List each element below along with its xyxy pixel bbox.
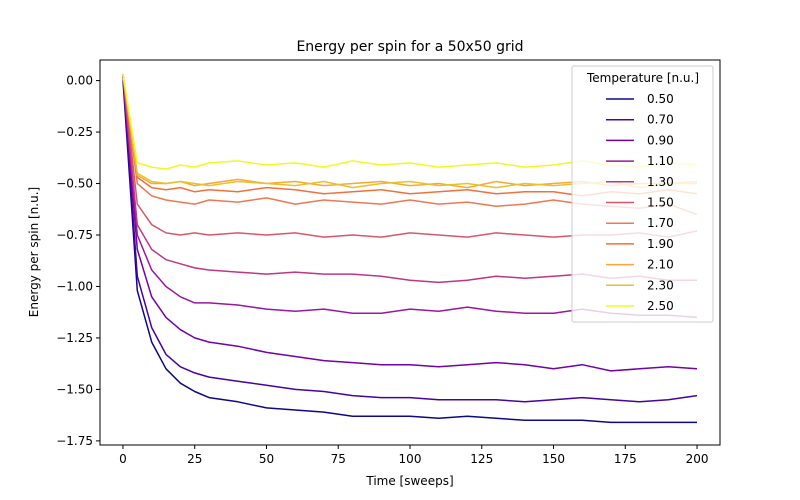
- y-tick-label: 0.00: [66, 74, 93, 88]
- legend: Temperature [n.u.] 0.50 0.70 0.90 1.10 1.30 1…: [571, 65, 714, 323]
- legend-label-2: 0.90: [647, 133, 674, 147]
- legend-label-8: 2.10: [647, 258, 674, 272]
- y-axis-ticks: 0.00 −0.25 −0.50 −0.75 −1.00 −1.25 −1.50 −1.75: [56, 74, 100, 448]
- x-tick-label: 175: [614, 452, 637, 466]
- legend-label-9: 2.30: [647, 278, 674, 292]
- x-tick-label: 200: [686, 452, 709, 466]
- series-line-0: [122, 80, 697, 424]
- y-tick-label: −1.50: [56, 382, 93, 396]
- series-line-1: [122, 76, 698, 403]
- legend-label-5: 1.50: [647, 196, 674, 210]
- legend-label-7: 1.90: [647, 237, 674, 251]
- y-tick-label: −1.25: [56, 331, 93, 345]
- y-tick-label: −0.50: [56, 177, 93, 191]
- x-tick-label: 150: [542, 452, 565, 466]
- y-tick-label: −0.25: [56, 125, 93, 139]
- y-axis-label: Energy per spin [n.u.]: [27, 187, 41, 317]
- x-tick-label: 75: [331, 452, 346, 466]
- legend-items: 0.50 0.70 0.90 1.10 1.30 1.50 1.70 1.90 2.10 2.30…: [606, 92, 674, 313]
- x-axis-ticks: 0 25 50 75 100 125 150 175 200: [119, 445, 708, 466]
- x-axis-label: Time [sweeps]: [365, 474, 453, 488]
- legend-label-10: 2.50: [647, 299, 674, 313]
- y-tick-label: −1.00: [56, 279, 93, 293]
- legend-label-1: 0.70: [647, 113, 674, 127]
- x-tick-label: 100: [399, 452, 422, 466]
- y-tick-label: −0.75: [56, 228, 93, 242]
- legend-box: [571, 65, 714, 323]
- x-tick-label: 0: [119, 452, 127, 466]
- legend-label-3: 1.10: [647, 154, 674, 168]
- x-tick-label: 125: [470, 452, 493, 466]
- y-tick-label: −1.75: [56, 434, 93, 448]
- x-tick-label: 50: [259, 452, 274, 466]
- legend-label-0: 0.50: [647, 92, 674, 106]
- series-line-2: [122, 76, 698, 372]
- chart-title: Energy per spin for a 50x50 grid: [296, 39, 523, 55]
- legend-label-6: 1.70: [647, 216, 674, 230]
- x-tick-label: 25: [187, 452, 202, 466]
- legend-title: Temperature [n.u.]: [586, 71, 699, 85]
- legend-label-4: 1.30: [647, 175, 674, 189]
